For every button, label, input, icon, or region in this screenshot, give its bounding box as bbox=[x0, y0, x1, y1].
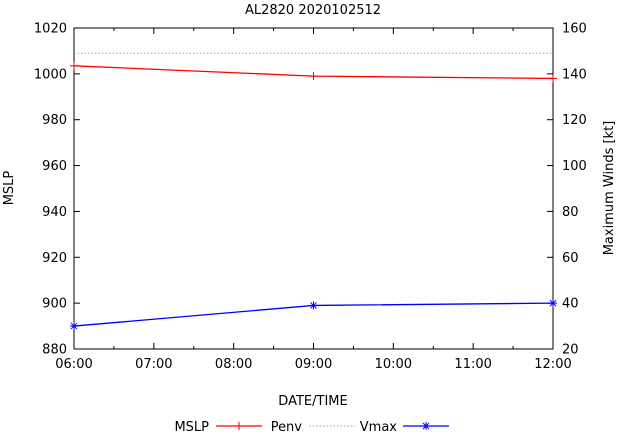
marker-stroke bbox=[310, 302, 317, 309]
y-left-tick-label: 920 bbox=[42, 251, 67, 266]
x-tick-label: 10:00 bbox=[375, 357, 412, 372]
y-left-tick-label: 980 bbox=[42, 113, 67, 128]
data-point-vmax bbox=[70, 322, 78, 331]
legend-label-mslp: MSLP bbox=[174, 420, 209, 432]
y-left-tick-label: 1000 bbox=[34, 67, 67, 82]
y-right-tick-label: 120 bbox=[562, 113, 587, 128]
data-point-mslp bbox=[309, 72, 318, 81]
data-point-vmax bbox=[549, 299, 557, 308]
series-layer bbox=[70, 52, 557, 331]
y-left-tick-label: 900 bbox=[42, 297, 67, 312]
legend-marker bbox=[422, 422, 430, 430]
marker-stroke bbox=[422, 422, 430, 430]
legend-marker bbox=[235, 422, 243, 430]
y-left-axis-label: MSLP bbox=[2, 171, 17, 206]
marker-stroke bbox=[549, 299, 557, 307]
y-right-tick-label: 160 bbox=[562, 22, 587, 37]
y-right-tick-label: 40 bbox=[562, 297, 579, 312]
x-tick-label: 11:00 bbox=[454, 357, 491, 372]
y-left-tick-labels: 880 900 920 940 960 980 1000 1020 bbox=[34, 22, 67, 358]
data-point-mslp bbox=[549, 74, 557, 83]
legend-sample-vmax bbox=[403, 422, 449, 430]
tick-marks bbox=[73, 27, 554, 350]
marker-stroke bbox=[70, 322, 78, 330]
x-tick-label: 08:00 bbox=[215, 357, 252, 372]
x-axis-label: DATE/TIME bbox=[278, 394, 347, 409]
x-tick-label: 07:00 bbox=[135, 357, 172, 372]
y-right-tick-label: 60 bbox=[562, 251, 579, 266]
y-right-tick-label: 100 bbox=[562, 159, 587, 174]
y-right-tick-labels: 20 40 60 80 100 120 140 160 bbox=[562, 22, 587, 358]
y-left-tick-label: 940 bbox=[42, 205, 67, 220]
y-left-tick-label: 1020 bbox=[34, 22, 67, 37]
x-tick-labels: 06:00 07:00 08:00 09:00 10:00 11:00 12:00 bbox=[55, 357, 571, 372]
y-left-tick-label: 960 bbox=[42, 159, 67, 174]
y-right-tick-label: 140 bbox=[562, 67, 587, 82]
data-point-vmax bbox=[309, 301, 318, 310]
x-tick-label: 09:00 bbox=[295, 357, 332, 372]
y-right-tick-label: 80 bbox=[562, 205, 579, 220]
x-tick-label: 12:00 bbox=[534, 357, 571, 372]
legend-sample-mslp bbox=[216, 422, 262, 430]
chart-title: AL2820 2020102512 bbox=[245, 3, 381, 18]
y-right-axis-label: Maximum Winds [kt] bbox=[602, 121, 617, 256]
y-left-tick-label: 880 bbox=[42, 343, 67, 358]
legend: MSLP Penv Vmax bbox=[174, 420, 449, 432]
legend-label-vmax: Vmax bbox=[360, 420, 398, 432]
y-right-tick-label: 20 bbox=[562, 343, 579, 358]
data-point-mslp bbox=[70, 61, 78, 70]
legend-label-penv: Penv bbox=[271, 420, 303, 432]
x-tick-label: 06:00 bbox=[55, 357, 92, 372]
